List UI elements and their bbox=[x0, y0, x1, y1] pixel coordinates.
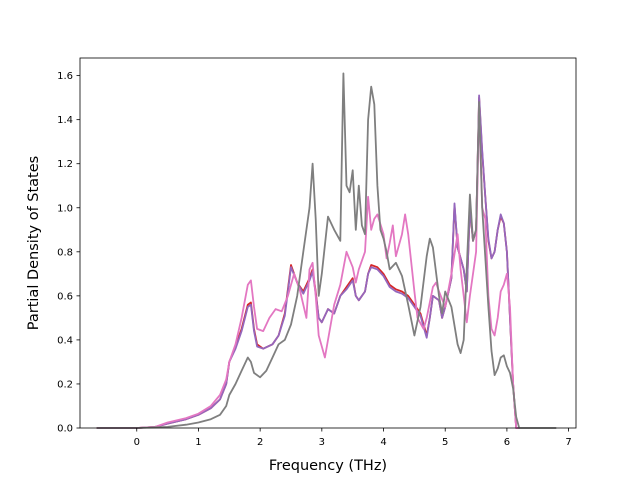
y-axis-label: Partial Density of States bbox=[26, 156, 42, 330]
x-tick-label: 2 bbox=[257, 437, 263, 448]
y-tick-label: 0.6 bbox=[57, 291, 73, 302]
series-line-3 bbox=[96, 72, 557, 429]
x-tick-label: 6 bbox=[504, 437, 510, 448]
series-line-1 bbox=[96, 94, 520, 429]
x-axis-ticks: 0 1 2 3 4 5 6 7 bbox=[134, 428, 572, 448]
y-tick-label: 1.6 bbox=[57, 71, 73, 82]
y-tick-label: 0.8 bbox=[57, 247, 73, 258]
series-layer bbox=[96, 72, 557, 429]
x-tick-label: 4 bbox=[380, 437, 386, 448]
y-tick-label: 0.2 bbox=[57, 379, 73, 390]
y-tick-label: 1.2 bbox=[57, 159, 73, 170]
x-tick-label: 0 bbox=[134, 437, 140, 448]
y-tick-label: 1.0 bbox=[57, 203, 73, 214]
x-tick-label: 1 bbox=[195, 437, 201, 448]
x-tick-label: 3 bbox=[319, 437, 325, 448]
y-tick-label: 0.4 bbox=[57, 335, 73, 346]
y-tick-label: 0.0 bbox=[57, 424, 73, 435]
plot-frame bbox=[79, 57, 577, 429]
y-axis-ticks: 0.0 0.2 0.4 0.6 0.8 1.0 1.2 1.4 1.6 bbox=[57, 71, 80, 435]
x-axis-label: Frequency (THz) bbox=[269, 458, 387, 474]
y-tick-label: 1.4 bbox=[57, 115, 73, 126]
x-tick-label: 7 bbox=[565, 437, 571, 448]
x-tick-label: 5 bbox=[442, 437, 448, 448]
